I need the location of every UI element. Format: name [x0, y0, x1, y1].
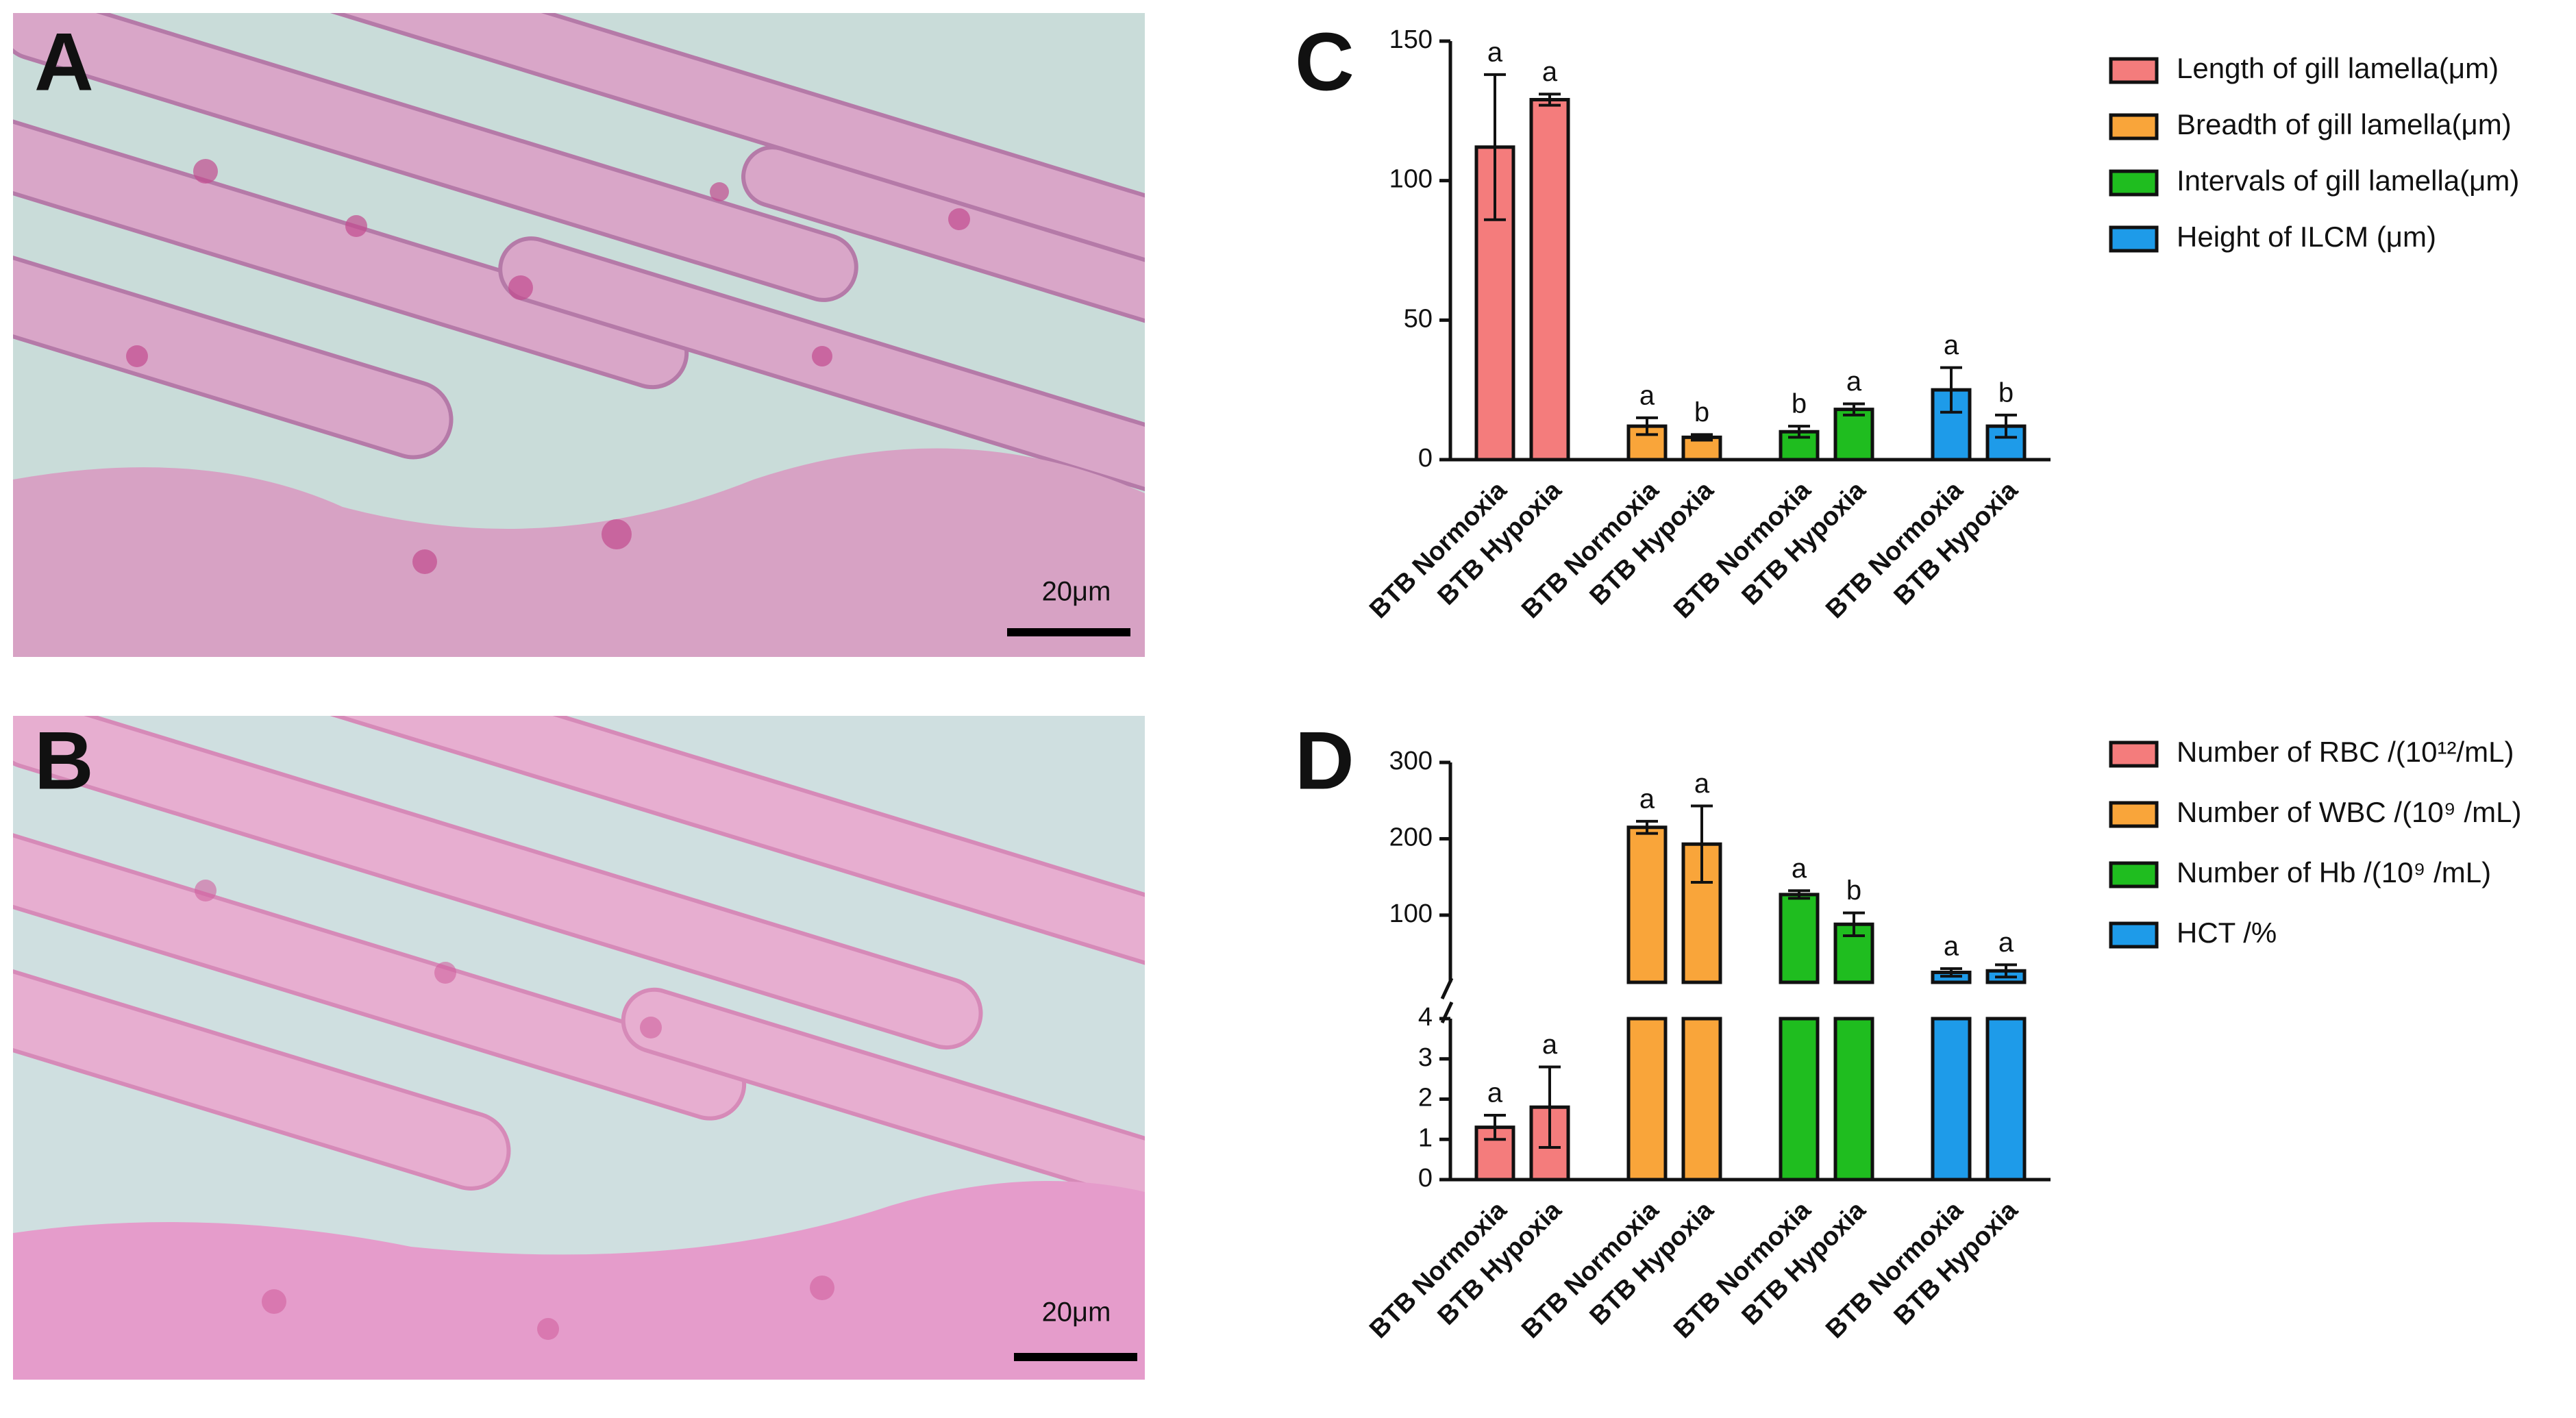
- error-bar: [1788, 425, 1810, 439]
- legend-swatch: [2109, 57, 2159, 84]
- legend-label: Number of RBC /(10¹²/mL): [2177, 736, 2514, 768]
- legend-label: Intervals of gill lamella(μm): [2177, 164, 2519, 197]
- error-bar: [1691, 433, 1713, 442]
- legend-swatch: [2109, 169, 2159, 197]
- error-bar: [1691, 804, 1713, 884]
- axis-break: [1440, 977, 1454, 1000]
- significance-letter: a: [1694, 769, 1710, 799]
- y-tick-label: 1: [1418, 1123, 1433, 1152]
- significance-letter: a: [1944, 330, 1959, 360]
- bar: [1681, 435, 1722, 462]
- bar: [1529, 98, 1570, 462]
- legend-label: Length of gill lamella(μm): [2177, 52, 2499, 84]
- error-bar: [1995, 963, 2017, 979]
- error-bar: [1484, 1114, 1506, 1141]
- bar: [1626, 825, 1668, 1182]
- y-tick-label: 150: [1389, 25, 1433, 54]
- error-bar: [1636, 416, 1658, 436]
- y-tick-label: 100: [1389, 165, 1433, 194]
- y-tick-label: 300: [1389, 747, 1433, 775]
- error-bar: [1484, 73, 1506, 221]
- error-bar: [1539, 92, 1561, 107]
- legend-swatch: [2109, 801, 2159, 828]
- panel-label: A: [34, 16, 94, 108]
- error-bar: [1843, 402, 1865, 416]
- micrograph-a: [13, 13, 1145, 657]
- y-tick-label: 50: [1404, 304, 1433, 333]
- scale-bar-label: 20μm: [1042, 1297, 1111, 1328]
- legend-swatch: [2109, 113, 2159, 140]
- y-tick-label: 4: [1418, 1003, 1433, 1032]
- significance-letter: b: [1998, 377, 2014, 408]
- error-bar: [1788, 889, 1810, 900]
- micrograph-b: [13, 716, 1145, 1380]
- legend-label: Height of ILCM (μm): [2177, 221, 2436, 253]
- legend-swatch: [2109, 741, 2159, 768]
- significance-letter: a: [1792, 854, 1807, 884]
- bar: [1931, 971, 1972, 1182]
- legend-label: HCT /%: [2177, 917, 2277, 949]
- bar: [1779, 430, 1820, 462]
- axis-break: [1440, 1001, 1454, 1024]
- significance-letter: b: [1694, 397, 1709, 427]
- bar: [1985, 424, 2027, 462]
- significance-letter: a: [1487, 37, 1503, 67]
- legend-label: Number of WBC /(10⁹ /mL): [2177, 796, 2521, 828]
- legend-label: Breadth of gill lamella(μm): [2177, 108, 2512, 140]
- bar: [1681, 842, 1722, 1182]
- legend-label: Number of Hb /(10⁹ /mL): [2177, 856, 2491, 888]
- error-bar: [1843, 911, 1865, 938]
- y-tick-label: 0: [1418, 1164, 1433, 1193]
- significance-letter: a: [1542, 57, 1558, 87]
- bar: [1474, 145, 1515, 462]
- error-bar: [1940, 967, 1962, 978]
- bar: [1833, 408, 1874, 462]
- y-tick-label: 200: [1389, 823, 1433, 851]
- significance-letter: b: [1792, 389, 1807, 419]
- bar: [1985, 969, 2027, 1182]
- error-bar: [1539, 1065, 1561, 1149]
- significance-letter: a: [1944, 932, 1959, 962]
- significance-letter: a: [1639, 784, 1655, 814]
- legend-swatch: [2109, 861, 2159, 888]
- y-tick-label: 0: [1418, 444, 1433, 473]
- legend-swatch: [2109, 225, 2159, 253]
- panel-label: B: [34, 715, 94, 807]
- y-tick-label: 3: [1418, 1043, 1433, 1072]
- significance-letter: a: [1487, 1078, 1503, 1108]
- y-tick-label: 100: [1389, 899, 1433, 928]
- bar: [1833, 922, 1874, 1182]
- error-bar: [1636, 819, 1658, 835]
- scale-bar-label: 20μm: [1042, 577, 1111, 607]
- panel-label: C: [1295, 16, 1354, 108]
- bar: [1931, 388, 1972, 462]
- significance-letter: a: [1542, 1030, 1558, 1060]
- error-bar: [1995, 413, 2017, 439]
- bar: [1779, 893, 1820, 1182]
- significance-letter: a: [1639, 380, 1655, 410]
- error-bar: [1940, 366, 1962, 414]
- significance-letter: b: [1846, 875, 1861, 906]
- significance-letter: a: [1998, 928, 2014, 958]
- panel-label: D: [1295, 715, 1354, 807]
- legend-swatch: [2109, 921, 2159, 949]
- y-tick-label: 2: [1418, 1084, 1433, 1112]
- significance-letter: a: [1846, 366, 1862, 397]
